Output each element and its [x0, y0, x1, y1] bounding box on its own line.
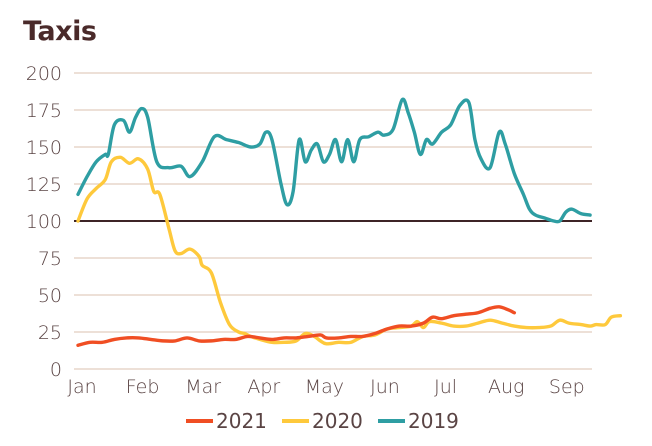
- x-tick-label: Sep: [549, 376, 585, 398]
- series-lines: [76, 97, 623, 348]
- legend: 2021 2020 2019: [186, 409, 459, 433]
- legend-item-2021: 2021: [186, 409, 267, 433]
- x-tick-label: Aug: [488, 376, 524, 398]
- x-tick-label: Mar: [185, 376, 221, 398]
- series-line-2019: [76, 97, 592, 224]
- y-tick-label: 100: [26, 211, 62, 233]
- series-line-2021: [76, 305, 517, 348]
- legend-label: 2021: [216, 409, 267, 433]
- y-tick-label: 125: [26, 174, 62, 196]
- x-axis-ticks: Jan Feb Mar Apr May Jun Jul Aug Sep: [67, 376, 584, 398]
- y-tick-label: 50: [38, 285, 62, 307]
- x-tick-label: Jan: [67, 376, 96, 398]
- legend-item-2020: 2020: [282, 409, 363, 433]
- legend-label: 2020: [312, 409, 363, 433]
- x-tick-label: Jun: [370, 376, 400, 398]
- x-tick-label: May: [305, 376, 344, 398]
- y-tick-label: 150: [26, 137, 62, 159]
- y-axis-ticks: 0 25 50 75 100 125 150 175 200: [26, 63, 62, 381]
- legend-item-2019: 2019: [378, 409, 459, 433]
- series-line-2020: [76, 155, 623, 346]
- legend-label: 2019: [408, 409, 459, 433]
- x-tick-label: Jul: [434, 376, 457, 398]
- y-tick-label: 25: [38, 322, 62, 344]
- y-tick-label: 0: [50, 359, 62, 381]
- y-tick-label: 175: [26, 100, 62, 122]
- x-tick-label: Feb: [126, 376, 160, 398]
- y-tick-label: 200: [26, 63, 62, 85]
- chart-title: Taxis: [23, 16, 97, 47]
- y-tick-label: 75: [38, 248, 62, 270]
- x-tick-label: Apr: [247, 376, 280, 398]
